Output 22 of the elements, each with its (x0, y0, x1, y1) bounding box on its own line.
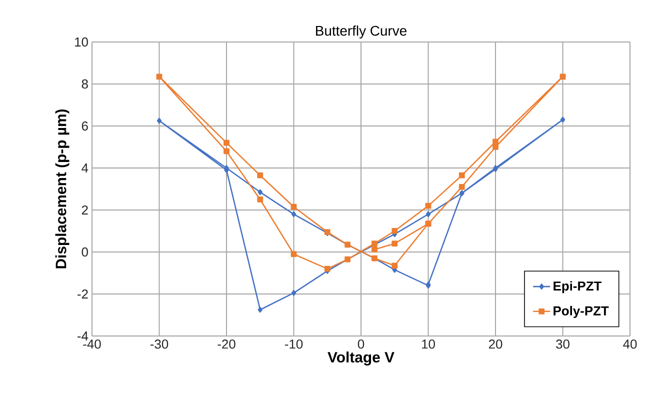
y-tick-label: -4 (78, 332, 88, 340)
x-tick-label: 30 (556, 340, 570, 349)
chart-title: Butterfly Curve (316, 25, 406, 38)
y-tick-label: 8 (82, 79, 88, 89)
y-tick-label: 4 (82, 164, 88, 172)
legend-label: Epi-PZT (554, 281, 602, 294)
x-tick-label: 40 (623, 340, 637, 349)
y-tick-label: 6 (82, 121, 88, 131)
x-tick-label: 20 (488, 340, 502, 349)
y-tick-label: 10 (75, 37, 88, 47)
y-tick-label: -2 (78, 289, 88, 299)
legend-label: Poly-PZT (554, 306, 609, 318)
x-tick-label: -10 (284, 340, 303, 349)
x-tick-label: 0 (358, 340, 364, 349)
y-tick-label: 2 (82, 205, 88, 215)
x-tick-label: 10 (422, 340, 435, 349)
x-tick-label: -20 (218, 340, 236, 349)
y-axis-title: Displacement (p-p µm) (55, 109, 70, 268)
x-axis-title: Voltage V (328, 352, 394, 366)
y-tick-label: 0 (82, 247, 88, 257)
x-tick-label: -30 (150, 340, 168, 349)
x-tick-label: -40 (83, 340, 101, 349)
